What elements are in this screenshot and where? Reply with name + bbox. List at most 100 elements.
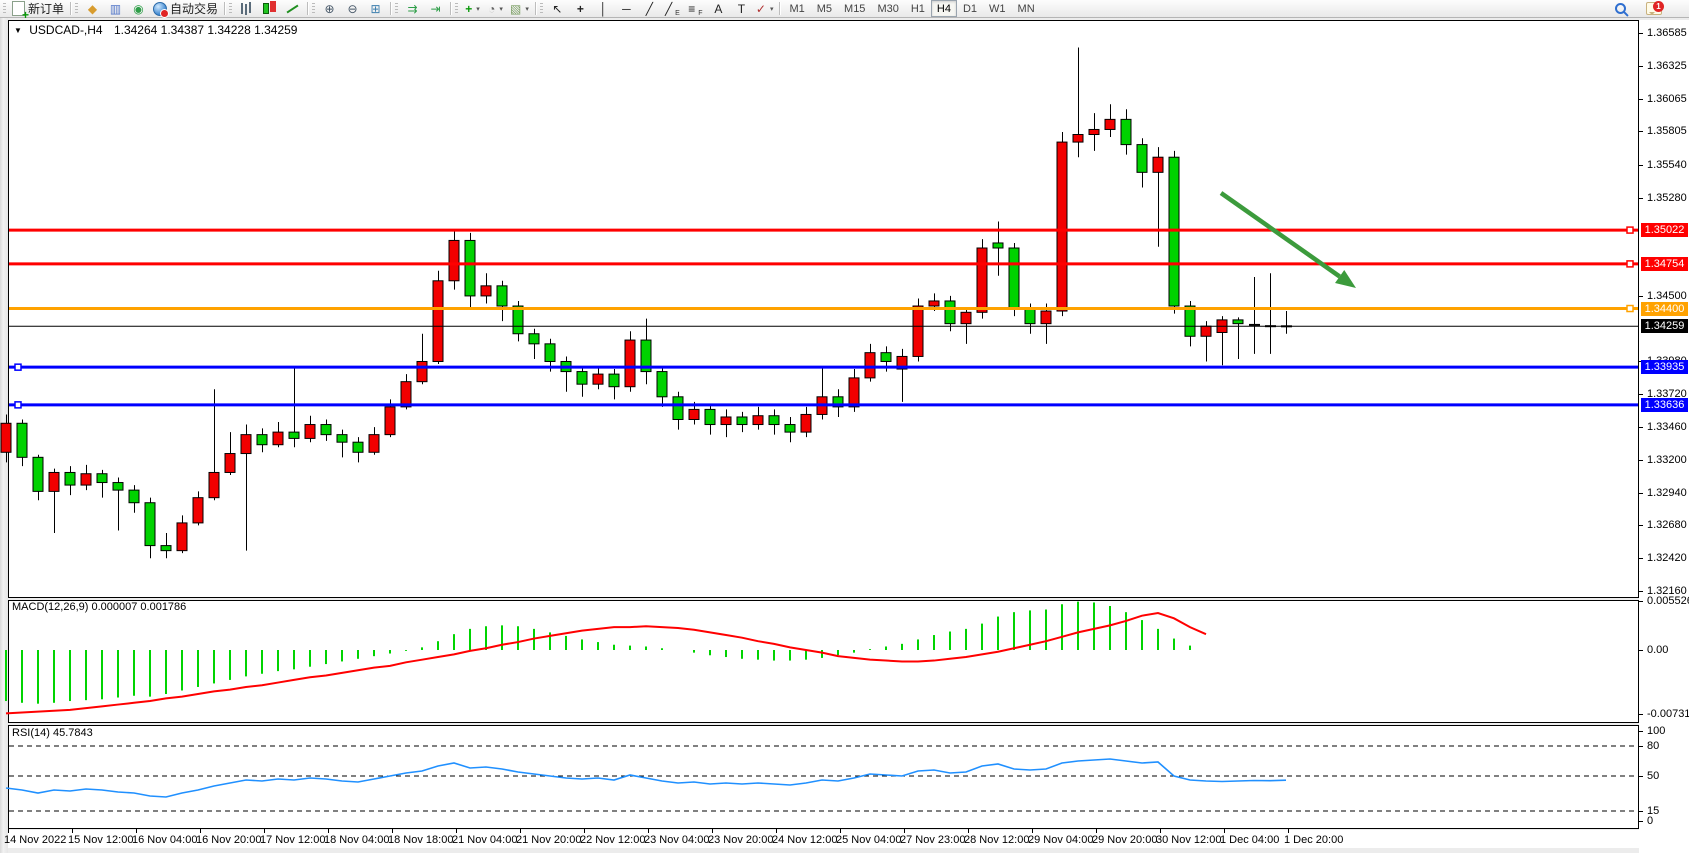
price-tickmark bbox=[1639, 525, 1643, 527]
time-tickmark bbox=[648, 829, 649, 833]
time-tickmark bbox=[1096, 829, 1097, 833]
price-line-label: 1.34259 bbox=[1641, 319, 1688, 334]
price-line-label: 1.33636 bbox=[1641, 397, 1688, 412]
price-tick-label: 1.32940 bbox=[1647, 486, 1687, 499]
vertical-line-button[interactable]: │ bbox=[592, 0, 615, 18]
toolbar-separator bbox=[779, 2, 781, 15]
new-order-icon bbox=[12, 1, 29, 21]
macd-pane[interactable] bbox=[8, 600, 1639, 723]
timeframe-h4[interactable]: H4 bbox=[930, 0, 957, 17]
auto-trading-icon bbox=[153, 1, 170, 18]
templates-button[interactable]: ▧ ▾ bbox=[507, 0, 532, 18]
text-button[interactable]: A bbox=[707, 0, 730, 18]
new-order-button[interactable]: 新订单 bbox=[9, 0, 67, 21]
zoom-in-button[interactable]: ⊕ bbox=[318, 0, 341, 18]
chart-ohlc-values: 1.34264 1.34387 1.34228 1.34259 bbox=[113, 23, 298, 37]
chat-button[interactable]: 1 bbox=[1642, 0, 1673, 18]
text-label-button[interactable]: T bbox=[730, 0, 753, 18]
price-line-label: 1.34754 bbox=[1641, 256, 1688, 271]
timeframe-m30[interactable]: M30 bbox=[877, 2, 899, 15]
price-tickmark bbox=[1639, 558, 1643, 560]
time-tick-label: 21 Nov 20:00 bbox=[516, 834, 582, 846]
cursor-button[interactable]: ↖ bbox=[546, 0, 569, 18]
timeframe-h1[interactable]: H1 bbox=[910, 2, 925, 15]
timeframe-w1[interactable]: W1 bbox=[989, 2, 1006, 15]
horizontal-line-button[interactable]: ─ bbox=[615, 0, 638, 18]
zoom-out-button[interactable]: ⊖ bbox=[341, 0, 364, 18]
rsi-tick-label: 0 bbox=[1647, 815, 1654, 827]
time-tickmark bbox=[1160, 829, 1161, 833]
timeframe-m15[interactable]: M15 bbox=[844, 2, 866, 15]
chevron-down-icon[interactable]: ▼ bbox=[14, 26, 22, 35]
time-tick-label: 1 Dec 04:00 bbox=[1220, 834, 1280, 846]
price-tickmark bbox=[1639, 131, 1643, 133]
candlestick-chart-button[interactable] bbox=[258, 0, 281, 18]
fibonacci-icon: ≡ bbox=[688, 1, 696, 16]
time-tick-label: 21 Nov 04:00 bbox=[452, 834, 518, 846]
vertical-line-icon: │ bbox=[599, 1, 608, 16]
indicators-button[interactable]: + ▾ bbox=[461, 0, 484, 18]
time-tick-label: 30 Nov 12:00 bbox=[1156, 834, 1222, 846]
crosshair-button[interactable]: + bbox=[569, 0, 592, 18]
time-tickmark bbox=[904, 829, 905, 833]
timeframe-mn[interactable]: MN bbox=[1017, 2, 1035, 15]
search-button[interactable] bbox=[1609, 0, 1632, 18]
toolbar-grip bbox=[455, 2, 459, 15]
auto-scroll-button[interactable]: ⇉ bbox=[401, 0, 424, 18]
price-tickmark bbox=[1639, 492, 1643, 494]
price-tick-label: 1.36065 bbox=[1647, 92, 1687, 105]
navigator-button[interactable]: ◉ bbox=[127, 0, 150, 18]
timeframe-m1[interactable]: M1 bbox=[789, 2, 805, 15]
toolbar-grip bbox=[3, 2, 6, 15]
chart-shift-button[interactable]: ⇥ bbox=[424, 0, 447, 18]
macd-tick-label: 0.005526 bbox=[1647, 595, 1689, 608]
time-tick-label: 15 Nov 12:00 bbox=[68, 834, 134, 846]
price-tickmark bbox=[1639, 197, 1643, 199]
main-chart-pane[interactable] bbox=[8, 20, 1639, 598]
horizontal-line-icon: ─ bbox=[622, 1, 631, 16]
rsi-tickmark bbox=[1639, 821, 1643, 822]
rsi-pane[interactable] bbox=[8, 725, 1639, 829]
price-axis[interactable] bbox=[1639, 20, 1689, 853]
time-tickmark bbox=[200, 829, 201, 833]
chevron-down-icon[interactable]: ▾ bbox=[499, 5, 503, 13]
market-watch-button[interactable]: ◆ bbox=[81, 0, 104, 18]
price-tick-label: 1.35280 bbox=[1647, 191, 1687, 204]
time-tickmark bbox=[72, 829, 73, 833]
macd-tickmark bbox=[1639, 714, 1643, 716]
rsi-tickmark bbox=[1639, 746, 1643, 747]
timeframe-m5[interactable]: M5 bbox=[816, 2, 833, 15]
line-chart-button[interactable] bbox=[281, 0, 304, 18]
time-tick-label: 17 Nov 12:00 bbox=[260, 834, 326, 846]
trendline-button[interactable]: ╱ bbox=[638, 0, 661, 18]
tile-windows-button[interactable]: ⊞ bbox=[364, 0, 387, 18]
auto-scroll-icon: ⇉ bbox=[407, 1, 418, 16]
price-tickmark bbox=[1639, 164, 1643, 166]
chevron-down-icon[interactable]: ▾ bbox=[476, 5, 480, 13]
price-line-label: 1.33935 bbox=[1641, 360, 1688, 375]
toolbar-separator bbox=[390, 2, 392, 15]
channel-button[interactable]: ╱ E bbox=[661, 0, 684, 18]
time-tickmark bbox=[264, 829, 265, 833]
time-tickmark bbox=[584, 829, 585, 833]
periods-button[interactable]: ◔ ▾ bbox=[484, 0, 507, 18]
time-tickmark bbox=[520, 829, 521, 833]
chevron-down-icon[interactable]: ▾ bbox=[525, 5, 529, 13]
arrows-button[interactable]: ✓ ▾ bbox=[753, 0, 777, 18]
timeframe-d1[interactable]: D1 bbox=[962, 2, 978, 15]
chevron-down-icon[interactable]: ▾ bbox=[769, 5, 774, 13]
time-axis[interactable] bbox=[8, 830, 1639, 848]
price-tickmark bbox=[1639, 459, 1643, 461]
zoom-in-icon: ⊕ bbox=[324, 1, 335, 16]
cursor-icon: ↖ bbox=[552, 1, 563, 16]
toolbar-grip bbox=[539, 2, 543, 15]
time-tickmark bbox=[776, 829, 777, 833]
auto-trading-button[interactable]: 自动交易 bbox=[150, 0, 221, 18]
time-tickmark bbox=[1288, 829, 1289, 833]
fibonacci-button[interactable]: ≡ F bbox=[684, 0, 707, 18]
data-window-icon: ▥ bbox=[109, 1, 122, 16]
search-icon bbox=[1615, 3, 1626, 14]
bar-chart-button[interactable] bbox=[235, 0, 258, 18]
window-left-edge bbox=[0, 18, 8, 853]
data-window-button[interactable]: ▥ bbox=[104, 0, 127, 18]
